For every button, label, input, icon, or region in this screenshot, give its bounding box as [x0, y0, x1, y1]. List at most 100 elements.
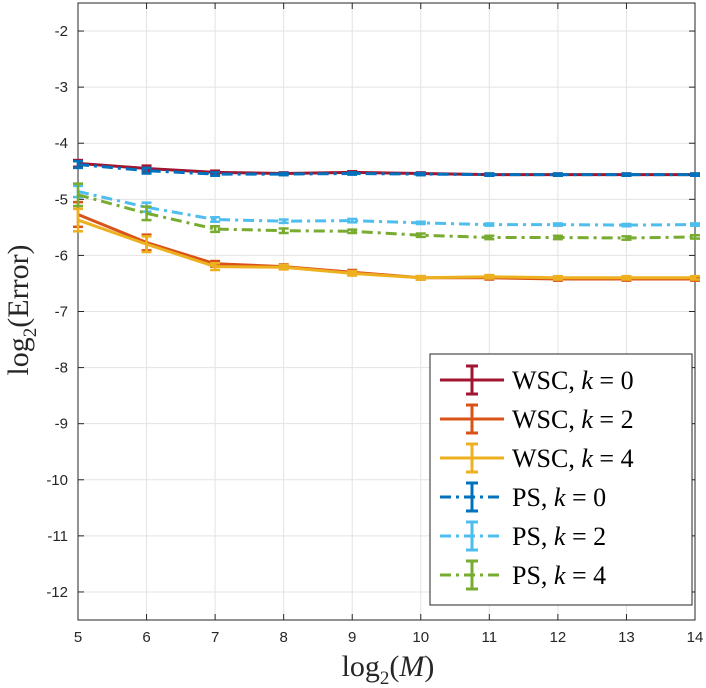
x-axis-title: log2(M)	[342, 650, 435, 688]
legend-box	[429, 353, 693, 606]
x-axis-title-prefix: log	[342, 650, 380, 683]
legend-method: PS	[512, 483, 541, 512]
legend-item: WSC, k = 2	[440, 403, 634, 435]
error-bar	[690, 172, 700, 178]
x-tick-label: 6	[142, 629, 150, 646]
x-tick-label: 7	[211, 629, 219, 646]
error-bar	[210, 171, 221, 178]
error-bar	[621, 235, 632, 241]
x-tick-label: 11	[482, 629, 498, 646]
error-bar	[415, 232, 426, 239]
error-bar	[484, 273, 495, 280]
series-line	[77, 213, 695, 281]
x-tick-label: 14	[687, 629, 704, 646]
error-bar	[621, 222, 632, 228]
legend-k-value: 0	[593, 483, 606, 512]
error-bar	[415, 171, 426, 177]
error-bar	[415, 274, 426, 281]
error-bar	[690, 233, 700, 240]
legend-item: WSC, k = 0	[440, 364, 634, 396]
error-bar	[141, 235, 152, 254]
series-ps-k2	[73, 184, 700, 228]
grid	[77, 3, 696, 620]
error-bar	[73, 182, 83, 208]
legend-label: WSC, k = 0	[512, 366, 634, 395]
error-bar	[278, 218, 289, 225]
error-bar	[278, 263, 289, 271]
error-bar	[210, 216, 221, 224]
x-tick-label: 10	[412, 629, 429, 646]
error-bar	[552, 172, 563, 178]
error-bar	[141, 166, 152, 175]
x-tick-label: 13	[618, 629, 635, 646]
x-tick-label: 9	[348, 629, 356, 646]
legend-label: PS, k = 4	[512, 561, 606, 590]
series-wsc-k2	[73, 200, 700, 282]
y-tick-label: -8	[55, 360, 68, 377]
error-bar	[347, 269, 358, 277]
x-tick-label: 5	[74, 629, 82, 646]
error-bar	[210, 224, 221, 234]
legend-k-value: 4	[621, 444, 634, 473]
error-bar	[73, 207, 83, 233]
y-axis-title-sub: 2	[20, 328, 41, 338]
y-tick-label: -6	[55, 247, 68, 264]
legend-item: WSC, k = 4	[440, 442, 634, 474]
series-line	[77, 190, 696, 227]
y-axis-title-arg: Error	[2, 254, 35, 317]
legend-k-value: 2	[621, 405, 634, 434]
legend-symbol	[440, 559, 504, 591]
y-tick-label: -10	[46, 472, 68, 489]
y-tick-label: -4	[55, 135, 68, 152]
legend-symbol	[440, 403, 504, 435]
series-line	[77, 193, 696, 240]
legend-label: WSC, k = 4	[512, 444, 634, 473]
x-tick-label: 8	[279, 629, 287, 646]
error-bar	[552, 234, 563, 241]
legend-method: PS	[512, 561, 541, 590]
legend-label: PS, k = 2	[512, 522, 606, 551]
x-axis-title-sub: 2	[380, 668, 390, 688]
y-tick-label: -2	[55, 23, 68, 40]
ticks: 5 6 7 8 9 10 11 12 13 14 -2 -3 -4 -5 -6 -7 -8 -9 -10 -11 -12	[46, 3, 703, 646]
legend-symbol	[440, 364, 504, 396]
error-bar	[690, 222, 700, 227]
legend-method: WSC	[512, 444, 568, 473]
y-tick-label: -12	[46, 584, 68, 601]
legend-symbol	[440, 481, 504, 513]
error-bar	[621, 172, 632, 178]
legend-k-value: 0	[621, 366, 634, 395]
series-layer	[73, 158, 700, 282]
legend-label: PS, k = 0	[512, 483, 606, 512]
error-bar	[347, 217, 358, 224]
error-bar	[621, 274, 632, 281]
error-bar	[278, 171, 289, 177]
series-ps-k0	[73, 159, 700, 178]
x-tick-label: 12	[550, 629, 567, 646]
y-axis-title-prefix: log	[2, 337, 35, 375]
error-bar	[73, 159, 83, 170]
legend-item: PS, k = 0	[440, 481, 606, 513]
legend-k-value: 2	[593, 522, 606, 551]
error-bar	[141, 205, 152, 222]
y-tick-label: -11	[47, 528, 68, 545]
legend-item: PS, k = 4	[440, 559, 606, 591]
error-bar	[278, 227, 289, 235]
error-bar	[552, 222, 563, 227]
series-wsc-k4	[73, 207, 700, 281]
y-tick-label: -5	[55, 191, 68, 208]
legend-item: PS, k = 2	[440, 520, 606, 552]
error-bar	[484, 222, 495, 227]
x-axis-title-arg: M	[398, 650, 426, 683]
error-bar	[210, 262, 221, 272]
legend-label: WSC, k = 2	[512, 405, 634, 434]
legend-k-value: 4	[593, 561, 606, 590]
error-bar	[484, 172, 495, 178]
error-bar	[415, 220, 426, 226]
series-line	[77, 161, 695, 177]
error-bar	[484, 234, 495, 241]
error-bar	[690, 274, 700, 281]
legend-symbol	[440, 520, 504, 552]
